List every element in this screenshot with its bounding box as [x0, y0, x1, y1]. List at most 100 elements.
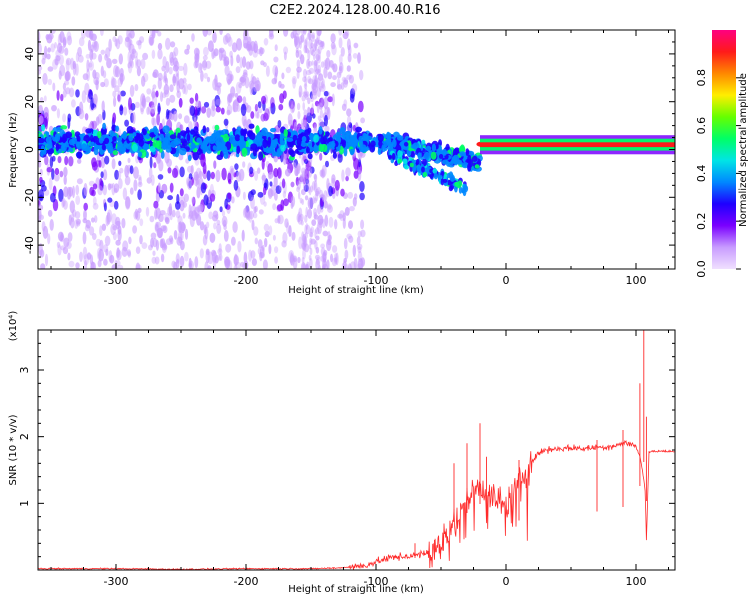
spectrogram-cell	[324, 125, 330, 133]
spectrogram-cell	[59, 64, 66, 77]
spectrogram-x-tick-label: -200	[234, 274, 259, 287]
spectrogram-cell	[338, 54, 343, 65]
spectrogram-cell	[198, 170, 203, 179]
spectrogram-cell	[343, 79, 349, 85]
spectrogram-cell	[273, 167, 279, 178]
spectrogram-cell	[173, 110, 178, 122]
spectrogram-cell	[231, 42, 238, 53]
spectrogram-cell	[100, 126, 107, 135]
spectrogram-cell	[348, 206, 355, 212]
spectrogram-cell	[47, 66, 54, 72]
spectrogram-cell	[250, 189, 256, 196]
spectrogram-cell	[277, 167, 282, 179]
spectrogram-cell	[75, 195, 81, 206]
spectrogram-cell	[100, 171, 104, 179]
spectrogram-cell	[258, 151, 264, 161]
spectrogram-cell	[68, 156, 74, 167]
spectrogram-cell	[223, 133, 229, 143]
spectrogram-cell	[41, 124, 46, 132]
spectrogram-cell	[326, 204, 333, 213]
spectrogram-cell	[327, 96, 334, 103]
spectrogram-cell	[121, 218, 126, 229]
spectrogram-cell	[300, 220, 304, 226]
spectrogram-cell	[63, 200, 68, 210]
spectrogram-cell	[296, 180, 301, 190]
spectrogram-cell	[299, 213, 304, 222]
spectrogram-cell	[199, 221, 205, 231]
spectrogram-cell	[316, 103, 320, 114]
spectrogram-cell	[60, 125, 68, 130]
spectrogram-cell	[60, 245, 66, 251]
spectrogram-cell	[312, 122, 317, 129]
spectrogram-cell	[165, 97, 170, 106]
spectrogram-cell	[305, 223, 309, 230]
spectrogram-cell	[319, 103, 323, 110]
spectrogram-cell	[125, 141, 133, 150]
spectrogram-cell	[409, 162, 414, 168]
spectrogram-cell	[191, 33, 195, 42]
spectrogram-cell	[119, 167, 124, 174]
spectrogram-cell	[268, 33, 275, 40]
spectrogram-cell	[98, 178, 103, 191]
spectrogram-cell	[316, 186, 321, 195]
spectrogram-cell	[304, 214, 308, 223]
spectrogram-cell	[311, 103, 314, 115]
spectrogram-cell	[85, 53, 91, 59]
spectrogram-cell	[296, 213, 301, 223]
spectrogram-cell	[139, 218, 144, 227]
spectrogram-cell	[54, 167, 60, 176]
spectrogram-cell	[173, 46, 179, 57]
spectrogram-cell	[94, 215, 98, 223]
spectrogram-cell	[264, 108, 270, 121]
spectrogram-cell	[301, 170, 305, 180]
spectrogram-cell	[178, 65, 184, 72]
spectrogram-cell	[192, 151, 199, 161]
spectrogram-cell	[239, 76, 246, 83]
spectrogram-cell	[75, 218, 81, 225]
spectrogram-cell	[242, 207, 248, 218]
spectrogram-cell	[72, 60, 77, 70]
spectrogram-cell	[304, 232, 308, 239]
spectrogram-cell	[214, 74, 218, 87]
spectrogram-cell	[310, 238, 316, 245]
spectrogram-cell	[334, 179, 340, 191]
spectrogram-cell	[187, 83, 192, 91]
spectrogram-cell	[157, 77, 162, 90]
spectrogram-cell	[274, 44, 278, 52]
spectrogram-cell	[127, 51, 132, 64]
spectrogram-cell	[232, 221, 238, 233]
spectrogram-cell	[141, 75, 146, 87]
snr-series-line	[38, 439, 675, 570]
spectrogram-cell	[274, 246, 279, 254]
spectrogram-cell	[314, 192, 319, 202]
spectrogram-cell	[194, 56, 199, 69]
spectrogram-cell	[176, 145, 181, 151]
spectrogram-cell	[172, 167, 178, 179]
spectrogram-cell	[184, 228, 189, 240]
spectrogram-cell	[76, 151, 83, 159]
spectrogram-cell	[312, 43, 317, 53]
spectrogram-cell	[128, 97, 132, 111]
spectrogram-cell	[112, 90, 117, 98]
spectrogram-cell	[173, 230, 178, 240]
spectrogram-y-ticks: -40 -20 0 20 40	[23, 29, 675, 270]
spectrogram-cell	[74, 211, 81, 219]
spectrogram-cell	[146, 106, 150, 115]
spectrogram-cell	[38, 42, 42, 55]
spectrogram-cell	[51, 168, 55, 180]
spectrogram-cell	[313, 212, 317, 220]
spectrogram-cell	[298, 49, 302, 60]
spectrogram-cell	[195, 179, 200, 188]
spectrogram-cell	[301, 136, 307, 143]
spectrogram-cell	[135, 262, 141, 269]
spectrogram-cell	[296, 137, 302, 147]
spectrogram-cell	[63, 166, 68, 177]
spectrogram-cell	[345, 175, 349, 182]
spectrogram-cell	[113, 188, 118, 194]
spectrogram-cell	[204, 261, 209, 269]
spectrogram-cell	[64, 71, 70, 82]
spectrogram-cell	[344, 30, 350, 36]
spectrogram-cell	[40, 263, 46, 269]
